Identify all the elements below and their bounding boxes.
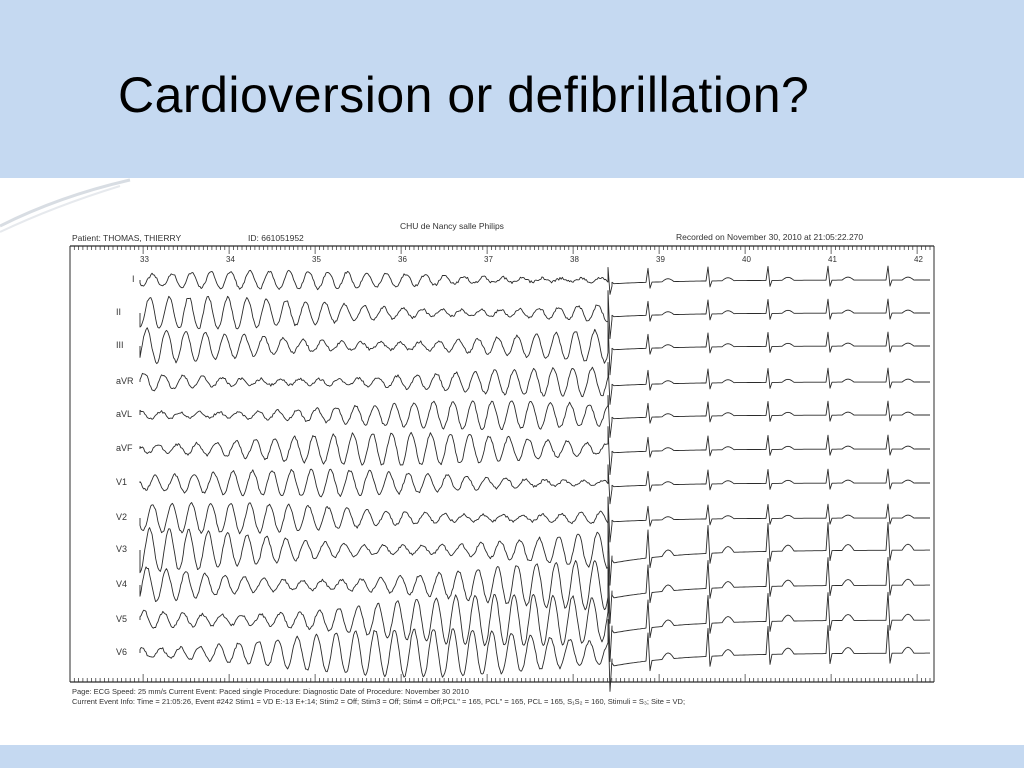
lead-label-avf: aVF [116, 443, 133, 453]
time-second-label: 37 [484, 255, 493, 264]
ecg-header-center: CHU de Nancy salle Philips [400, 221, 504, 231]
time-second-label: 35 [312, 255, 321, 264]
time-second-label: 42 [914, 255, 923, 264]
ecg-trace-i [139, 265, 930, 295]
bottom-band [0, 745, 1024, 768]
time-second-label: 33 [140, 255, 149, 264]
ecg-trace-v2 [139, 496, 930, 543]
lead-label-v6: V6 [116, 647, 128, 657]
ecg-printout: CHU de Nancy salle Philips Patient: THOM… [60, 216, 950, 708]
ecg-trace-avr [139, 361, 930, 405]
time-second-label: 34 [226, 255, 235, 264]
lead-label-v3: V3 [116, 544, 128, 554]
ecg-trace-iii [139, 320, 930, 376]
lead-label-v2: V2 [116, 512, 128, 522]
lead-label-ii: II [116, 307, 122, 317]
ecg-footer-line-2: Current Event Info: Time = 21:05:26, Eve… [72, 697, 686, 706]
time-second-label: 36 [398, 255, 407, 264]
patient-name: Patient: THOMAS, THIERRY [72, 233, 182, 243]
lead-label-v4: V4 [116, 579, 128, 589]
time-second-label: 40 [742, 255, 751, 264]
ecg-trace-avf [139, 426, 930, 476]
lead-label-avr: aVR [116, 376, 134, 386]
patient-id: ID: 661051952 [248, 233, 304, 243]
lead-label-i: I [132, 274, 135, 284]
ecg-trace-v5 [139, 583, 930, 663]
title-band [0, 0, 1024, 178]
ecg-tracing [69, 245, 935, 692]
ruler-top-ticks [69, 246, 931, 254]
ecg-trace-v6 [139, 618, 930, 692]
ecg-trace-v3 [139, 518, 930, 586]
lead-label-iii: III [116, 340, 124, 350]
ecg-trace-ii [139, 290, 930, 340]
decorative-swoosh [0, 178, 131, 233]
time-second-label: 38 [570, 255, 579, 264]
ruler-bottom-ticks [69, 674, 931, 682]
ecg-trace-v1 [139, 464, 930, 505]
ecg-trace-v4 [139, 550, 930, 624]
slide-title: Cardioversion or defibrillation? [118, 67, 810, 123]
ecg-footer-line-1: Page: ECG Speed: 25 mm/s Current Event: … [72, 687, 469, 696]
lead-label-avl: aVL [116, 409, 133, 419]
lead-label-v5: V5 [116, 614, 128, 624]
recorded-timestamp: Recorded on November 30, 2010 at 21:05:2… [676, 232, 864, 242]
ecg-trace-avl [139, 394, 930, 438]
time-second-label: 41 [828, 255, 837, 264]
time-second-label: 39 [656, 255, 665, 264]
lead-label-v1: V1 [116, 477, 128, 487]
